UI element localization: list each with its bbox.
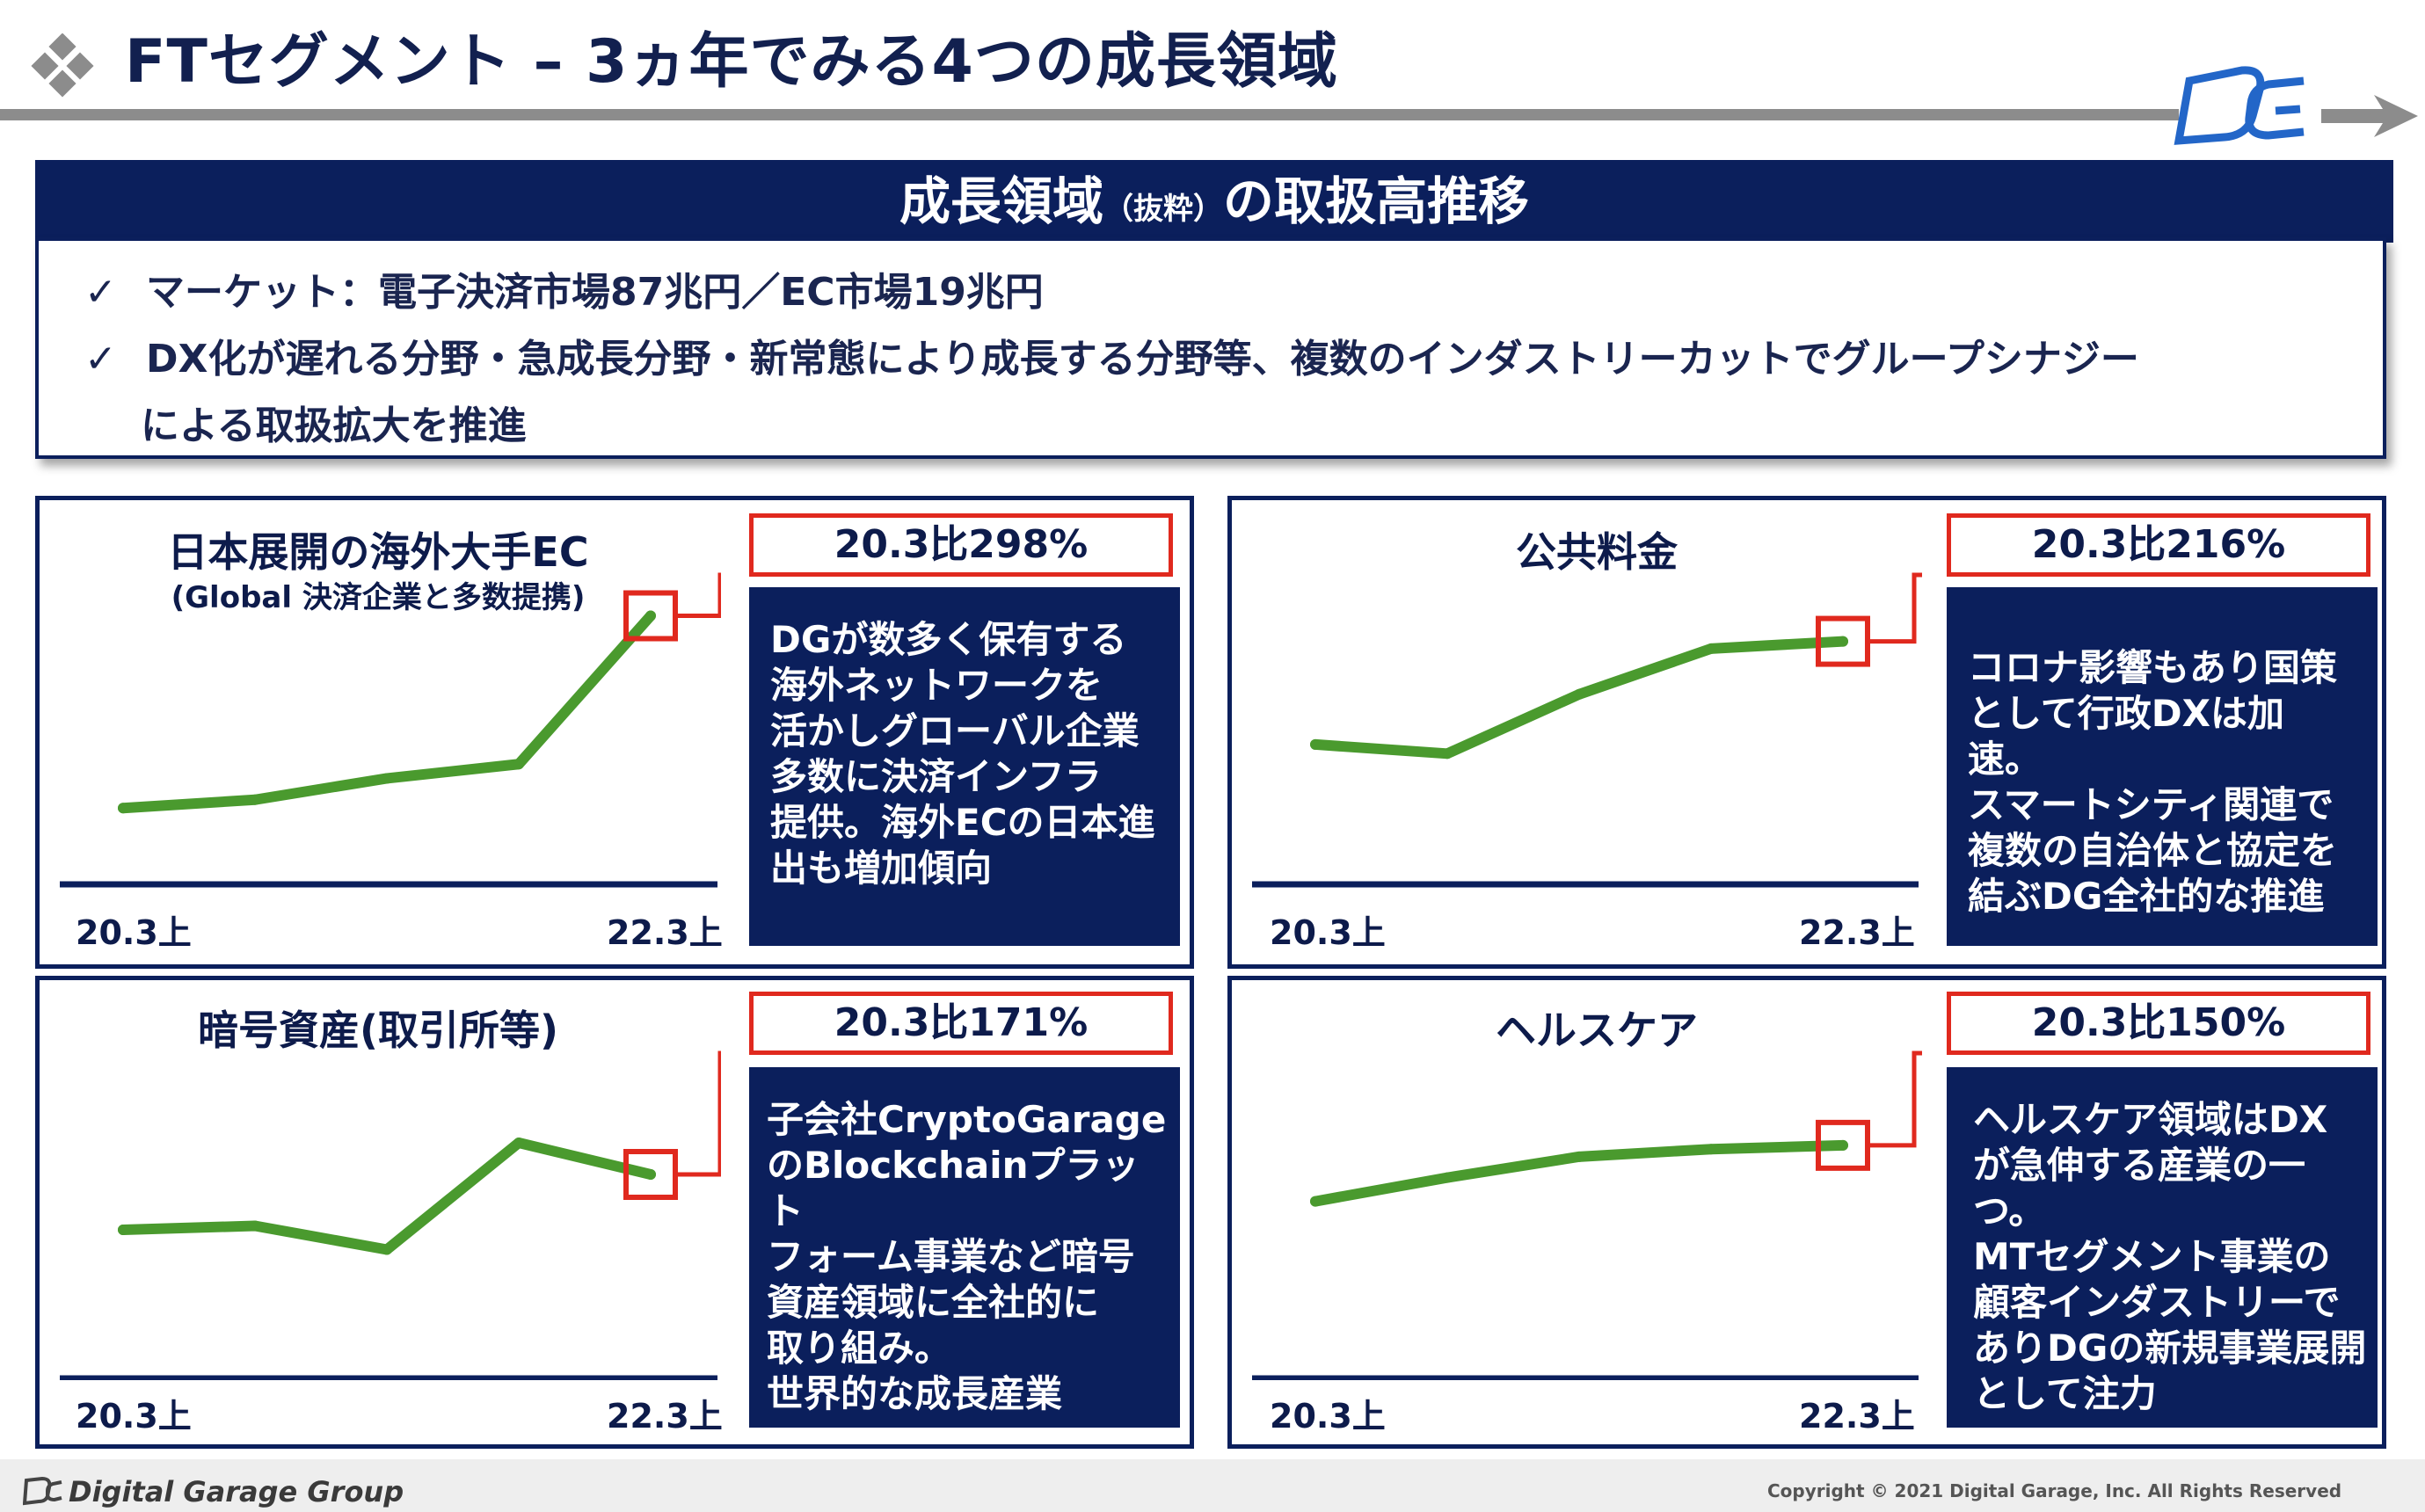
data-point: [1574, 1151, 1584, 1162]
data-point: [1574, 688, 1584, 700]
x-start-label: 20.3上: [76, 913, 192, 952]
banner-title-b: の取扱高推移: [1223, 171, 1530, 231]
dg-logo-icon: [2174, 66, 2305, 145]
data-point: [118, 803, 128, 814]
data-point: [645, 1169, 656, 1180]
line-chart-healthcare: [1252, 1050, 1922, 1380]
arrow-right-icon: [2321, 95, 2418, 137]
data-point: [1838, 1139, 1848, 1151]
data-point: [250, 1220, 260, 1232]
data-point: [1310, 1196, 1321, 1207]
diamonds-icon: [31, 33, 94, 98]
x-end-label: 22.3上: [607, 1397, 723, 1436]
chart-title: 公共料金: [1516, 528, 1678, 576]
ratio-label: 20.3比171%: [749, 992, 1173, 1055]
chart-subtitle: (Global 決済企業と多数提携): [171, 580, 586, 615]
data-point: [1442, 1172, 1453, 1183]
chart-title: ヘルスケア: [1496, 1007, 1698, 1054]
highlight-connector: [675, 572, 721, 618]
x-start-label: 20.3上: [76, 1397, 192, 1436]
data-point: [118, 1225, 128, 1235]
x-end-label: 22.3上: [1799, 913, 1915, 952]
ratio-label: 20.3比298%: [749, 513, 1173, 577]
series-line: [118, 1138, 656, 1255]
page-title: FTセグメント – 3ヵ年でみる4つの成長領域: [125, 27, 1338, 97]
x-end-label: 22.3上: [1799, 1397, 1915, 1436]
bullet-dx: ✓ DX化が遅れる分野・急成長分野・新常態により成長する分野等、複数のインダストリ…: [84, 327, 2139, 383]
bullet-text: DX化が遅れる分野・急成長分野・新常態により成長する分野等、複数のインダストリー…: [146, 337, 2139, 382]
check-icon: ✓: [84, 337, 117, 382]
data-point: [1442, 748, 1453, 760]
chart-description: コロナ影響もあり国策 として行政DXは加速。 スマートシティ関連で 複数の自治体…: [1947, 587, 2378, 946]
bullet-text: マーケット：電子決済市場87兆円／EC市場19兆円: [146, 270, 1044, 315]
data-point: [1706, 643, 1716, 654]
line-chart-crypto: [60, 1050, 721, 1380]
check-icon: ✓: [84, 270, 117, 315]
data-point: [1310, 738, 1321, 750]
bullet-dx-continued: による取扱拡大を推進: [141, 403, 527, 448]
highlight-connector: [1868, 1050, 1922, 1148]
data-point: [1706, 1144, 1716, 1155]
company-name: Digital Garage Group: [69, 1475, 404, 1508]
section-banner: 成長領域（抜粋）の取扱高推移: [35, 160, 2393, 243]
summary-box: ✓ マーケット：電子決済市場87兆円／EC市場19兆円 ✓ DX化が遅れる分野・急成…: [35, 237, 2386, 459]
bullet-market: ✓ マーケット：電子決済市場87兆円／EC市場19兆円: [84, 260, 1044, 316]
x-end-label: 22.3上: [607, 913, 723, 952]
line-chart-utilities: [1252, 572, 1922, 888]
data-point: [250, 794, 260, 805]
title-rule: [0, 109, 2179, 120]
chart-title: 暗号資産(取引所等): [197, 1007, 559, 1054]
chart-description: ヘルスケア領域はDX が急伸する産業の一つ。 MTセグメント事業の 顧客インダス…: [1947, 1067, 2378, 1428]
highlight-connector: [675, 1050, 721, 1177]
x-start-label: 20.3上: [1270, 1397, 1386, 1436]
ratio-label: 20.3比150%: [1947, 992, 2370, 1055]
data-point: [382, 773, 392, 784]
banner-title-a: 成長領域: [899, 171, 1103, 231]
data-point: [382, 1244, 392, 1255]
data-point: [645, 610, 656, 622]
banner-title-small: （抜粋）: [1103, 192, 1223, 227]
data-point: [1838, 636, 1848, 647]
highlight-connector: [1868, 572, 1922, 644]
chart-description: 子会社CryptoGarage のBlockchainプラット フォーム事業など…: [749, 1067, 1180, 1428]
dg-small-logo-icon: [23, 1476, 62, 1506]
chart-description: DGが数多く保有する 海外ネットワークを 活かしグローバル企業 多数に決済インフ…: [749, 587, 1180, 946]
x-start-label: 20.3上: [1270, 913, 1386, 952]
footer-bar: [0, 1459, 2425, 1512]
copyright: Copyright © 2021 Digital Garage, Inc. Al…: [1767, 1480, 2342, 1501]
ratio-label: 20.3比216%: [1947, 513, 2370, 577]
chart-title: 日本展開の海外大手EC: [167, 528, 589, 576]
line-chart-overseas-ec: [60, 572, 721, 888]
data-point: [513, 1138, 524, 1148]
data-point: [513, 759, 524, 770]
